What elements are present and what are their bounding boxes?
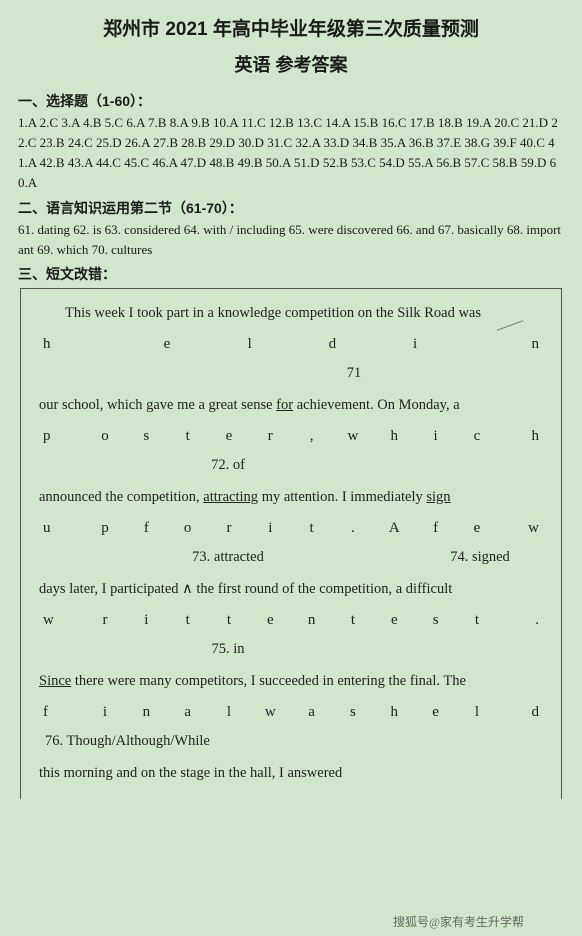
essay-letter: w — [332, 425, 373, 448]
page-title: 郑州市 2021 年高中毕业年级第三次质量预测 — [18, 14, 564, 41]
essay-letter: u — [43, 517, 84, 540]
essay-letter: e — [208, 425, 249, 448]
essay-letter: e — [456, 517, 497, 540]
essay-spaced-row: writtentest. — [43, 609, 539, 632]
essay-letter: l — [208, 701, 249, 724]
essay-text: achievement. On Monday, a — [293, 397, 460, 413]
essay-underline: sign — [426, 489, 450, 505]
essay-letter: n — [126, 701, 167, 724]
correction-row: 72. of — [39, 455, 543, 477]
essay-spaced-row: upforit.Afew — [43, 517, 539, 540]
essay-letter: l — [208, 333, 291, 356]
essay-letter: w — [498, 517, 539, 540]
essay-line: this morning and on the stage in the hal… — [39, 763, 543, 785]
essay-letter: l — [456, 701, 497, 724]
essay-letter: r — [250, 425, 291, 448]
essay-text: the first round of the competition, a di… — [193, 581, 452, 597]
essay-letter: i — [374, 333, 457, 356]
essay-letter: t — [291, 517, 332, 540]
essay-letter: h — [498, 425, 539, 448]
essay-letter: r — [84, 609, 125, 632]
essay-spaced-row: heldin — [43, 333, 539, 356]
essay-letter: p — [43, 425, 84, 448]
essay-letter: d — [498, 701, 539, 724]
essay-underline: attracting — [203, 489, 258, 505]
correction-row: 76. Though/Although/While — [39, 731, 543, 753]
essay-letter: s — [415, 609, 456, 632]
section-2-head: 二、语言知识运用第二节（61-70）： — [18, 198, 564, 218]
essay-letter: t — [332, 609, 373, 632]
essay-letter: e — [250, 609, 291, 632]
essay-letter: e — [374, 609, 415, 632]
essay-letter: e — [415, 701, 456, 724]
essay-line: This week I took part in a knowledge com… — [39, 303, 543, 325]
essay-spaced-row: poster,which — [43, 425, 539, 448]
essay-text: announced the competition, — [39, 489, 203, 505]
essay-letter: i — [250, 517, 291, 540]
essay-letter: h — [43, 333, 126, 356]
correction-76: 76. Though/Although/While — [39, 731, 294, 753]
essay-underline: for — [276, 397, 293, 413]
essay-letter: s — [332, 701, 373, 724]
essay-line: Since there were many competitors, I suc… — [39, 671, 543, 693]
essay-spaced-row: finalwasheld — [43, 701, 539, 724]
essay-letter: f — [415, 517, 456, 540]
correction-73: 73. attracted — [165, 547, 291, 569]
essay-letter: A — [374, 517, 415, 540]
essay-letter: r — [208, 517, 249, 540]
essay-letter: n — [291, 609, 332, 632]
essay-line: our school, which gave me a great sense … — [39, 395, 543, 417]
essay-letter: d — [291, 333, 374, 356]
correction-72: 72. of — [165, 455, 291, 477]
essay-text: my attention. I immediately — [258, 489, 426, 505]
correction-75: 75. in — [165, 639, 291, 661]
essay-letter: s — [126, 425, 167, 448]
essay-underline: Since — [39, 673, 71, 689]
insert-caret: ∧ — [182, 581, 193, 597]
essay-letter: t — [167, 609, 208, 632]
essay-line: days later, I participated ∧ the first r… — [39, 579, 543, 601]
essay-letter: a — [291, 701, 332, 724]
essay-letter: w — [43, 609, 84, 632]
essay-letter: n — [456, 333, 539, 356]
essay-letter: h — [374, 425, 415, 448]
essay-letter: o — [84, 425, 125, 448]
correction-row: 73. attracted 74. signed — [39, 547, 543, 569]
essay-letter: o — [167, 517, 208, 540]
essay-letter: h — [374, 701, 415, 724]
section-1-answers: 1.A 2.C 3.A 4.B 5.C 6.A 7.B 8.A 9.B 10.A… — [18, 113, 564, 194]
essay-letter: i — [126, 609, 167, 632]
section-3-head: 三、短文改错： — [18, 264, 564, 284]
essay-letter: i — [84, 701, 125, 724]
essay-letter: , — [291, 425, 332, 448]
essay-letter: a — [167, 701, 208, 724]
essay-text: our school, which gave me a great sense — [39, 397, 276, 413]
essay-letter: t — [456, 609, 497, 632]
essay-line: announced the competition, attracting my… — [39, 487, 543, 509]
essay-letter: f — [126, 517, 167, 540]
section-2-answers: 61. dating 62. is 63. considered 64. wit… — [18, 220, 564, 260]
page-subtitle: 英语 参考答案 — [18, 51, 564, 77]
essay-letter: c — [456, 425, 497, 448]
essay-letter: w — [250, 701, 291, 724]
correction-74: 74. signed — [417, 547, 543, 569]
essay-letter: t — [167, 425, 208, 448]
essay-letter: t — [208, 609, 249, 632]
essay-letter: p — [84, 517, 125, 540]
essay-letter: e — [126, 333, 209, 356]
correction-71: 71 — [291, 363, 417, 385]
watermark-text: 搜狐号@家有考生升学帮 — [393, 913, 524, 930]
essay-letter: . — [332, 517, 373, 540]
essay-correction-box: This week I took part in a knowledge com… — [20, 288, 562, 799]
section-1-head: 一、选择题（1-60）： — [18, 91, 564, 111]
essay-text: there were many competitors, I succeeded… — [71, 673, 466, 689]
essay-letter: . — [498, 609, 539, 632]
correction-row: 71 — [39, 363, 543, 385]
correction-row: 75. in — [39, 639, 543, 661]
essay-text: days later, I participated — [39, 581, 182, 597]
essay-letter: f — [43, 701, 84, 724]
essay-letter: i — [415, 425, 456, 448]
